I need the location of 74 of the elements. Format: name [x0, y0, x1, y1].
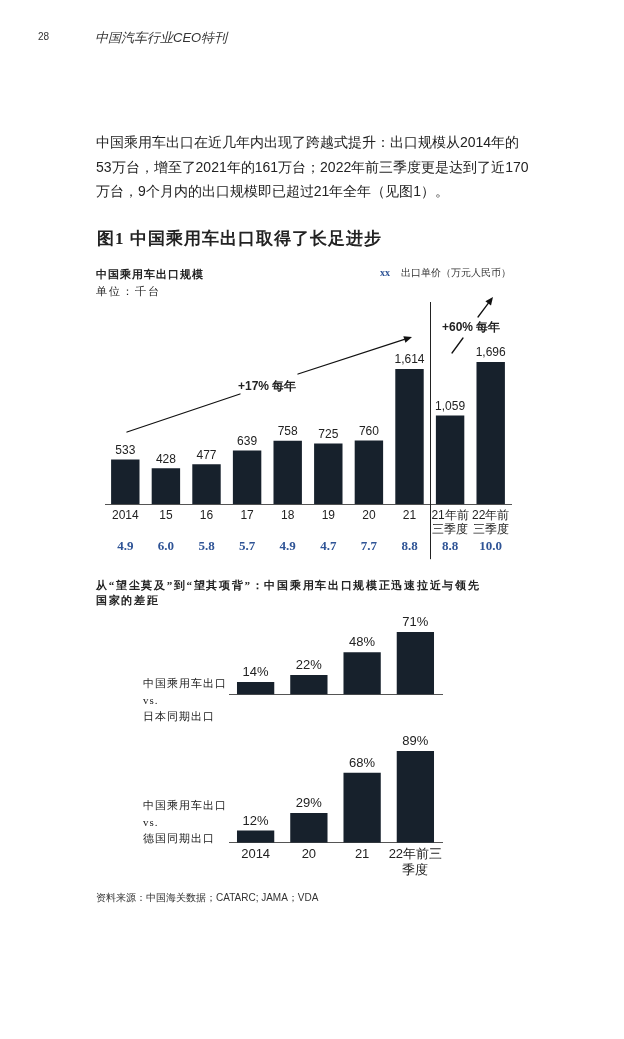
chart-title: 图1 中国乘用车出口取得了长足进步 [97, 228, 383, 250]
text: 资料来源：中国海关数据；CATARC; JAMA；VDA [96, 891, 320, 905]
x-tick-label: 22年前三季度 [472, 507, 510, 537]
text: 7.7 [360, 537, 378, 553]
data-label: 12% [242, 812, 270, 828]
bar [290, 812, 328, 843]
chart-title: 从“望尘莫及”到“望其项背”：中国乘用车出口规模正迅速拉近与领先国家的差距 [96, 578, 482, 608]
data-label: 725 [318, 426, 339, 441]
data-label: 760 [358, 423, 380, 438]
bar [314, 443, 343, 505]
data-label: 758 [277, 423, 299, 438]
data-label: 533 [115, 442, 136, 457]
bar [111, 459, 140, 505]
bar [343, 652, 381, 695]
data-label: 428 [155, 451, 177, 466]
data-label: 22% [295, 657, 323, 673]
bar [232, 450, 262, 505]
x-tick-label: 19 [321, 507, 336, 522]
data-label: 639 [237, 433, 258, 448]
bar [273, 440, 302, 505]
text: 中国汽车行业CEO特刊 [95, 29, 230, 47]
text: 28 [38, 31, 51, 42]
bar [343, 772, 381, 843]
text: 出口单价（万元人民币） [401, 266, 512, 280]
bar [290, 675, 328, 695]
bar [236, 830, 275, 843]
bar [151, 468, 181, 505]
x-tick-label: 17 [240, 507, 255, 522]
bar [476, 362, 505, 505]
y-axis-title: 中国乘用车出口 vs. 日本同期出口 [143, 676, 228, 724]
data-label: 477 [196, 447, 217, 462]
x-tick-label: 16 [199, 507, 214, 522]
text: 中国乘用车出口在近几年内出现了跨越式提升：出口规模从2014年的53万台，增至了2021年的161万台；2022年前三季度更是达到了近170万台，9个月内的出口规模即已超过21年全年（见图1）。 [96, 133, 530, 201]
data-label: 89% [402, 733, 429, 749]
x-tick-label: 15 [159, 507, 173, 522]
bar [396, 751, 435, 843]
data-label: 1,614 [394, 352, 425, 367]
data-label: 1,059 [435, 398, 466, 413]
x-tick-label: 21 [402, 507, 417, 522]
bar [435, 415, 465, 505]
text: 8.8 [441, 537, 459, 553]
bar [236, 682, 275, 695]
text: xx [380, 267, 391, 278]
x-tick-label: 2014 [241, 846, 271, 862]
x-tick-label: 21年前三季度 [431, 507, 469, 537]
data-label: 29% [295, 794, 323, 810]
x-tick-label: 21 [354, 846, 370, 862]
annotation: +17% 每年 [238, 378, 298, 395]
bar [395, 368, 424, 505]
data-label: 68% [349, 754, 376, 770]
text: +60% 每年 [442, 319, 502, 336]
text: 4.9 [279, 537, 297, 553]
y-axis-title: 单位：千台 [96, 284, 162, 298]
bar [396, 632, 435, 695]
y-axis-title: 中国乘用车出口 vs. 德国同期出口 [143, 798, 228, 846]
bar [354, 440, 384, 505]
text: 8.8 [401, 537, 419, 553]
text: 4.9 [117, 537, 134, 553]
data-label: 48% [349, 634, 376, 650]
text: 5.7 [238, 537, 256, 553]
chart-subtitle: 中国乘用车出口规模 [96, 267, 205, 281]
x-tick-label: 2014 [111, 507, 139, 522]
x-tick-label: 22年前三季度 [388, 846, 443, 877]
text: 6.0 [157, 537, 175, 553]
data-label: 1,696 [475, 345, 507, 360]
x-tick-label: 20 [362, 507, 376, 522]
text: 10.0 [479, 537, 503, 553]
data-label: 71% [402, 614, 429, 630]
bar [192, 464, 221, 505]
text: 4.7 [320, 537, 337, 553]
text: 5.8 [198, 537, 216, 553]
x-tick-label: 20 [301, 846, 317, 862]
x-tick-label: 18 [281, 507, 295, 522]
data-label: 14% [242, 664, 270, 680]
